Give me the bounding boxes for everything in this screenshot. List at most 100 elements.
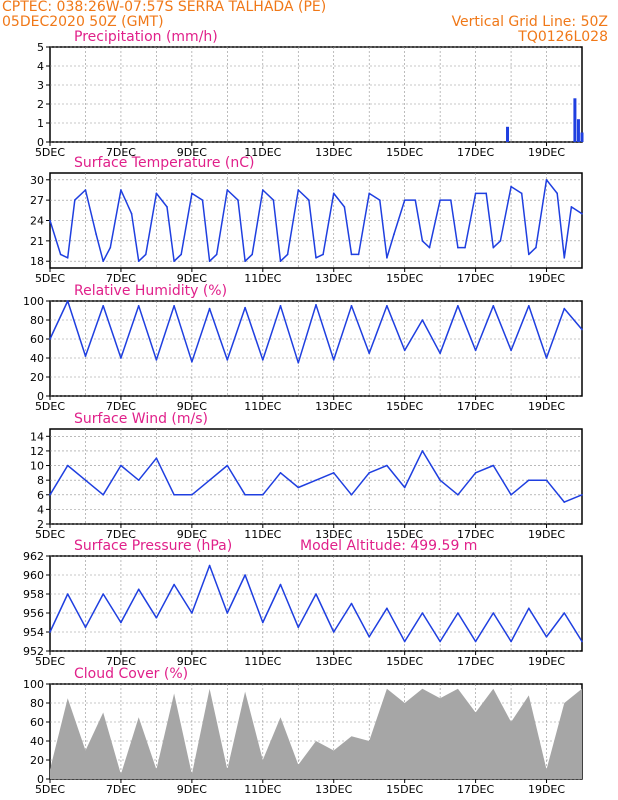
temp-point (49, 219, 51, 222)
rh-point (563, 307, 566, 310)
wind-ytick-label: 10 (30, 460, 44, 473)
precip-xtick-label: 7DEC (106, 146, 136, 159)
temp-point (215, 253, 218, 256)
rh-ytick-label: 20 (30, 371, 44, 384)
wind-point (563, 501, 566, 503)
temp-ytick-label: 27 (30, 194, 44, 207)
temp-point (95, 233, 97, 235)
rh-point (457, 304, 459, 307)
rh-point (403, 349, 406, 352)
temp-point (428, 246, 431, 249)
pres-point (137, 588, 140, 591)
temp-xtick-label: 7DEC (106, 272, 136, 285)
temp-point (120, 189, 122, 191)
rh-point (137, 304, 140, 307)
rh-point (279, 304, 282, 307)
temp-xtick-label: 11DEC (244, 272, 281, 285)
pres-ytick-label: 962 (23, 550, 44, 563)
pres-point (563, 612, 566, 614)
pres-ytick-label: 952 (23, 645, 44, 658)
temp-xtick-label: 13DEC (315, 272, 352, 285)
station-info: CPTEC: 038:26W-07:57S SERRA TALHADA (PE) (2, 0, 327, 15)
wind-point (102, 493, 104, 496)
pres-frame (49, 555, 583, 652)
rh-point (155, 359, 158, 361)
rh-point (226, 359, 229, 361)
precip-xtick-label: 17DEC (457, 146, 494, 159)
wind-point (457, 493, 459, 496)
pres-panel: 952 954 956 958 960 962 5DEC 7DEC 9DEC 11DEC 13DEC… (23, 538, 583, 668)
wind-point (155, 457, 158, 460)
pres-point (297, 626, 300, 629)
temp-xtick-label: 5DEC (35, 272, 65, 285)
wind-xtick-label: 7DEC (106, 528, 136, 541)
rh-ytick-label: 100 (23, 295, 44, 308)
pres-xtick-label: 19DEC (528, 655, 565, 668)
wind-point (66, 464, 69, 467)
precip-ytick-label: 1 (37, 117, 44, 130)
pres-point (262, 621, 264, 624)
precip-ytick-label: 2 (37, 98, 44, 111)
temp-title: Surface Temperature (nC) (74, 155, 255, 171)
wind-title: Surface Wind (m/s) (74, 411, 208, 427)
pres-point (66, 593, 69, 595)
pres-xtick-label: 11DEC (244, 655, 281, 668)
temp-point (379, 199, 381, 201)
rh-point (173, 304, 175, 307)
precip-ytick-label: 5 (37, 41, 44, 54)
wind-point (510, 493, 512, 496)
precip-frame (49, 46, 583, 143)
rh-xtick-label: 7DEC (106, 400, 136, 413)
pres-point (439, 640, 441, 643)
rh-point (421, 319, 424, 321)
cloud-ytick-label: 100 (23, 678, 44, 691)
temp-point (237, 199, 239, 201)
wind-panel: 2 46 810 12 14 5DEC 7DEC 9DEC 11DEC 13DEC 15DEC 17D… (30, 411, 583, 541)
wind-point (545, 479, 548, 481)
temp-point (350, 253, 353, 256)
rh-point (332, 359, 335, 361)
vertical-grid-note: Vertical Grid Line: 50Z (451, 14, 608, 30)
rh-point (120, 357, 122, 359)
header: CPTEC: 038:26W-07:57S SERRA TALHADA (PE)… (0, 0, 618, 48)
pres-point (155, 616, 158, 619)
pres-point (386, 607, 388, 610)
temp-point (297, 189, 300, 191)
rh-point (439, 352, 441, 355)
pres-xtick-label: 9DEC (177, 655, 207, 668)
temp-point (308, 199, 310, 201)
temp-point (357, 253, 360, 256)
temp-ytick-label: 18 (30, 255, 44, 268)
cloud-ytick-label: 40 (30, 735, 44, 748)
wind-point (137, 479, 140, 481)
wind-point (244, 493, 246, 496)
wind-point (581, 493, 583, 496)
rh-xtick-label: 5DEC (35, 400, 65, 413)
pres-point (315, 593, 317, 595)
rh-point (474, 349, 477, 352)
temp-point (286, 253, 289, 256)
pres-point (226, 612, 229, 614)
wind-point (297, 486, 300, 489)
temp-point (535, 246, 537, 249)
precip-xtick-label: 11DEC (244, 146, 281, 159)
rh-ytick-label: 60 (30, 333, 44, 346)
temp-point (492, 246, 495, 249)
wind-ytick-label: 6 (37, 489, 44, 502)
precip-xtick-label: 5DEC (35, 146, 65, 159)
precip-panel: 0 1 2 3 4 5 5DEC 7DEC 9DEC 11DEC 13DEC 15DEC 17DEC 19… (35, 29, 584, 159)
wind-point (368, 472, 371, 474)
wind-point (173, 493, 175, 496)
pres-point (49, 631, 51, 633)
pres-xtick-label: 5DEC (35, 655, 65, 668)
temp-point (137, 260, 140, 263)
rh-point (545, 357, 548, 359)
rh-xtick-label: 15DEC (386, 400, 423, 413)
rh-point (49, 338, 51, 340)
temp-xtick-label: 19DEC (528, 272, 565, 285)
pres-point (368, 635, 371, 638)
wind-point (49, 493, 51, 496)
rh-ytick-label: 0 (37, 390, 44, 403)
rh-point (208, 307, 211, 310)
